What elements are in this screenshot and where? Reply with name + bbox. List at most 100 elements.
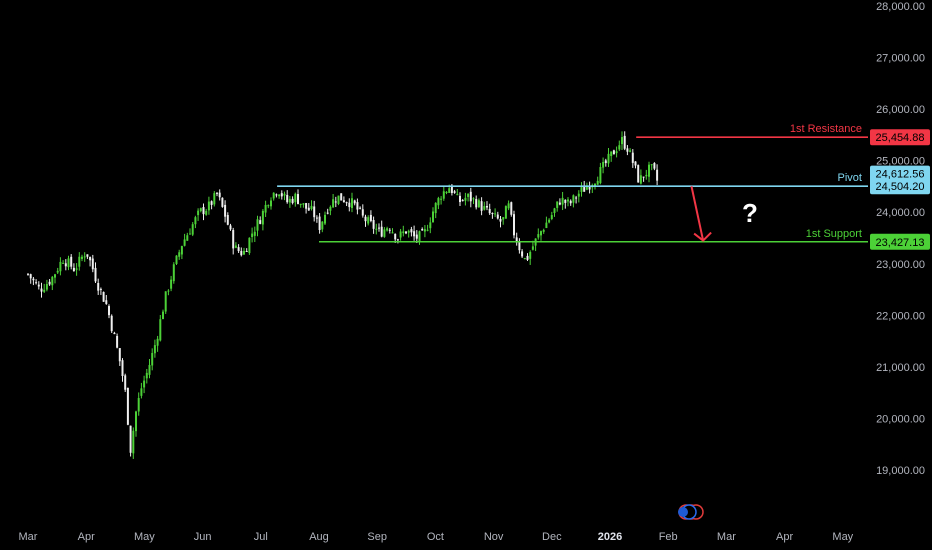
- candle: [140, 382, 143, 399]
- candle: [429, 217, 432, 234]
- candle: [445, 191, 448, 195]
- candle: [383, 227, 386, 238]
- candle: [453, 189, 456, 194]
- candle: [105, 295, 108, 305]
- candle: [280, 190, 283, 200]
- candle: [483, 201, 486, 211]
- candle: [64, 259, 67, 271]
- candle: [567, 197, 569, 207]
- candle: [656, 164, 659, 186]
- candle: [351, 192, 353, 213]
- candle: [291, 196, 294, 205]
- candle: [480, 197, 483, 216]
- candle: [618, 140, 621, 152]
- candle: [324, 211, 326, 226]
- candle: [259, 216, 262, 225]
- candle: [75, 263, 78, 276]
- candle: [253, 226, 256, 243]
- candle: [407, 229, 410, 238]
- candle: [83, 252, 86, 262]
- candle: [494, 208, 497, 218]
- candle: [108, 304, 110, 319]
- candle: [151, 348, 154, 371]
- candle: [86, 254, 89, 259]
- x-tick-label: Sep: [367, 531, 387, 543]
- candle: [469, 187, 472, 208]
- x-tick-label: Mar: [717, 531, 736, 543]
- candle: [32, 276, 35, 286]
- candle: [596, 176, 599, 185]
- candle: [45, 279, 48, 292]
- candle: [604, 158, 607, 167]
- svg-text:25,454.88: 25,454.88: [876, 132, 925, 144]
- level-badge: 23,427.13: [870, 233, 930, 250]
- candle: [27, 273, 29, 276]
- replay-icon[interactable]: [678, 504, 704, 520]
- candle: [388, 228, 391, 234]
- candle: [629, 148, 632, 153]
- candle: [59, 257, 62, 276]
- candle: [332, 194, 335, 208]
- candle: [626, 145, 629, 156]
- x-tick-label: Aug: [309, 531, 329, 543]
- candle: [156, 335, 159, 352]
- candle: [248, 237, 251, 255]
- candle: [321, 221, 324, 233]
- candle: [340, 193, 343, 201]
- levels-group: 1st Resistance Pivot 1st Support: [277, 123, 868, 243]
- candle: [164, 291, 167, 314]
- candle: [426, 224, 429, 232]
- candle: [118, 348, 121, 366]
- candle: [137, 392, 140, 416]
- y-tick-label: 28,000.00: [876, 1, 925, 13]
- candle: [183, 233, 186, 247]
- candle: [405, 231, 407, 235]
- candle: [207, 196, 210, 215]
- candle: [642, 176, 645, 182]
- candle: [515, 232, 518, 246]
- candle: [499, 215, 502, 228]
- candle: [410, 226, 413, 237]
- candle: [621, 131, 623, 151]
- level-label: Pivot: [838, 172, 862, 184]
- candle: [267, 204, 270, 209]
- candle: [507, 200, 510, 211]
- candle: [170, 275, 173, 292]
- candle: [78, 252, 81, 271]
- candle: [297, 189, 299, 205]
- x-tick-label: Jun: [194, 531, 212, 543]
- candle: [237, 244, 240, 254]
- candle: [162, 309, 164, 320]
- candle: [502, 216, 505, 225]
- candle: [542, 228, 545, 234]
- candle: [540, 230, 542, 241]
- candle: [650, 164, 653, 171]
- candle: [564, 199, 567, 209]
- candle: [72, 263, 75, 272]
- candle: [51, 275, 54, 291]
- candle: [491, 212, 494, 219]
- candle: [302, 203, 305, 208]
- candle: [545, 216, 548, 229]
- candle: [475, 195, 478, 210]
- x-tick-label: Nov: [484, 531, 504, 543]
- candle: [305, 202, 308, 214]
- candle: [283, 191, 286, 201]
- candle: [391, 228, 394, 234]
- candle: [199, 207, 202, 213]
- candle: [43, 283, 46, 294]
- candle: [167, 289, 170, 296]
- candle: [348, 198, 351, 212]
- candle: [286, 190, 289, 204]
- candle: [342, 196, 345, 203]
- candle: [486, 201, 488, 211]
- candle: [372, 216, 375, 234]
- candle: [264, 200, 267, 217]
- candle: [232, 227, 235, 255]
- candle: [504, 205, 507, 219]
- candle: [575, 195, 578, 204]
- candle: [472, 197, 475, 204]
- candle: [364, 214, 367, 227]
